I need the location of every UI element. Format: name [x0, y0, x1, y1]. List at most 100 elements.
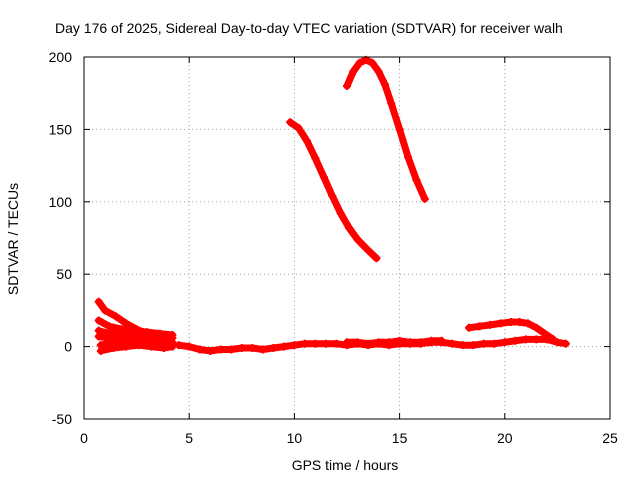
axis-tick-labels: 0 5 10 15 20 25 -50 0 50 100 150 200: [49, 49, 618, 446]
data-point: [168, 342, 177, 351]
data-point: [515, 317, 524, 326]
data-point: [404, 152, 413, 161]
data-point: [479, 339, 488, 348]
data-point: [303, 136, 312, 145]
data-point: [475, 322, 484, 331]
y-tick-label: 200: [49, 49, 73, 65]
data-point: [420, 194, 429, 203]
plot-frame: [83, 56, 611, 420]
data-point: [406, 338, 415, 347]
data-point: [345, 223, 354, 232]
data-point: [134, 341, 143, 350]
data-point: [490, 339, 499, 348]
series-arc-a: [286, 118, 380, 262]
data-point: [248, 344, 257, 353]
x-tick-label: 20: [497, 430, 513, 446]
data-point: [385, 338, 394, 347]
data-point: [206, 346, 215, 355]
data-point: [336, 209, 345, 218]
data-point: [321, 339, 330, 348]
data-point: [237, 344, 246, 353]
data-point: [355, 58, 364, 67]
data-point: [195, 345, 204, 354]
data-point: [465, 323, 474, 332]
data-point: [353, 338, 362, 347]
data-point: [343, 338, 351, 347]
y-tick-label: 150: [49, 121, 73, 137]
data-point: [111, 312, 120, 321]
data-point: [174, 341, 183, 350]
data-point: [469, 341, 478, 350]
data-point: [500, 338, 509, 347]
data-point: [364, 339, 373, 348]
x-tick-label: 10: [287, 430, 303, 446]
data-point: [122, 319, 131, 328]
data-point: [372, 254, 381, 263]
data-point: [553, 338, 562, 347]
data-point: [101, 306, 110, 315]
data-point: [448, 339, 457, 348]
data-point: [319, 173, 328, 182]
data-point: [437, 336, 446, 345]
data-point: [328, 192, 337, 201]
data-point: [94, 316, 103, 325]
data-point: [458, 341, 467, 350]
data-point: [353, 235, 362, 244]
data-point: [361, 244, 370, 253]
data-point: [561, 339, 570, 348]
data-point: [427, 336, 436, 345]
data-point: [311, 339, 320, 348]
x-axis-label: GPS time / hours: [292, 457, 399, 473]
data-point: [279, 342, 288, 351]
data-point: [258, 345, 267, 354]
grid-lines: [84, 57, 610, 419]
data-point: [227, 345, 236, 354]
data-point: [294, 123, 303, 132]
data-point: [486, 320, 495, 329]
data-point: [521, 335, 530, 344]
data-point: [395, 125, 404, 134]
data-point: [96, 346, 105, 355]
data-point: [380, 80, 389, 89]
data-point: [542, 335, 551, 344]
data-point: [507, 317, 516, 326]
data-point: [395, 336, 404, 345]
data-point: [311, 154, 320, 163]
data-point: [412, 176, 421, 185]
x-tick-label: 15: [392, 430, 408, 446]
data-point: [387, 99, 396, 108]
data-point: [185, 342, 194, 351]
data-point: [416, 338, 425, 347]
data-point: [532, 335, 541, 344]
data-point: [147, 342, 156, 351]
data-point: [94, 297, 103, 306]
data-point: [105, 322, 114, 331]
data-point: [300, 339, 309, 348]
data-point: [532, 323, 541, 332]
x-tick-label: 0: [80, 430, 88, 446]
data-point: [286, 118, 295, 127]
y-tick-label: 50: [56, 266, 72, 282]
data-point: [290, 341, 299, 350]
x-tick-label: 25: [602, 430, 618, 446]
data-point: [496, 319, 505, 328]
data-point: [374, 67, 383, 76]
data-point: [349, 67, 358, 76]
y-tick-label: -50: [52, 411, 72, 427]
data-point: [269, 344, 278, 353]
y-axis-label: SDTVAR / TECUs: [5, 183, 21, 295]
data-series: [94, 55, 570, 355]
data-point: [109, 344, 118, 353]
data-point: [216, 345, 225, 354]
data-point: [511, 336, 520, 345]
series-arc-b: [343, 56, 429, 203]
series-baseline-b: [343, 337, 446, 348]
y-tick-label: 100: [49, 194, 73, 210]
data-point: [374, 338, 383, 347]
data-point: [159, 344, 168, 353]
axis-ticks: [83, 56, 611, 420]
chart-title: Day 176 of 2025, Sidereal Day-to-day VTE…: [55, 20, 563, 36]
series-arc-c: [465, 318, 557, 343]
data-point: [94, 332, 103, 341]
